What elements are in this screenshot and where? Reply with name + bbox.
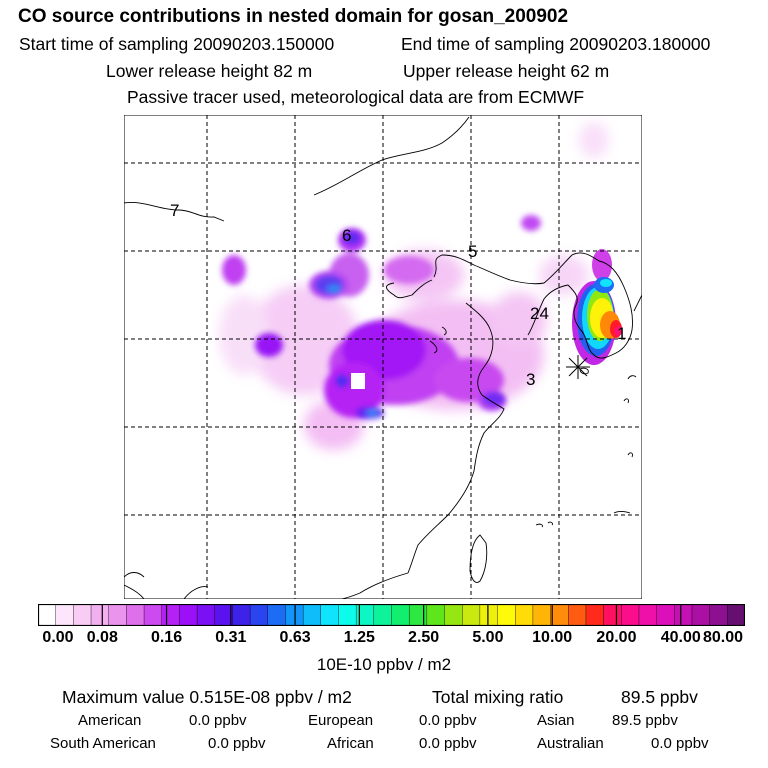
region-european-name: European [308,712,374,729]
colorbar-cell [603,604,622,626]
colorbar-cell [656,604,676,626]
colorbar-cell [391,604,410,626]
colorbar-cell [249,604,269,626]
colorbar-tick-label: 0.16 [150,629,183,646]
colorbar-cell [320,604,340,626]
colorbar-cell [638,604,658,626]
colorbar-tick-label: 20.00 [596,629,637,646]
colorbar-cell [338,604,357,626]
colorbar-tick-label: 5.00 [472,629,504,646]
colorbar-cell [108,604,128,626]
colorbar-cell [709,604,729,626]
cluster-marker-1: 1 [617,324,626,343]
colorbar-cell [585,604,605,626]
colorbar-tick-label: 40.00 [660,629,701,646]
concentration-field [219,122,622,450]
region-african-name: African [327,735,374,752]
colorbar-cell [179,604,198,626]
colorbar-cell [462,604,481,626]
colorbar-cell [674,604,693,626]
cluster-marker-24: 24 [530,304,549,323]
cluster-marker-3: 3 [526,370,535,389]
region-asian-name: Asian [537,712,575,729]
cluster-marker-7: 7 [170,201,179,220]
colorbar-cell [426,604,446,626]
region-south-american-value: 0.0 ppbv [208,735,266,752]
colorbar-units: 10E-10 ppbv / m2 [316,655,452,674]
colorbar-cell [550,604,569,626]
region-american-name: American [78,712,142,729]
colorbar-cell [373,604,393,626]
colorbar-cell [90,604,110,626]
map-title: CO source contributions in nested domain… [18,6,569,27]
lat-lon-grid [124,115,642,599]
colorbar-cell [73,604,92,626]
colorbar-tick-label: 80.00 [702,629,744,646]
colorbar-cell [497,604,516,626]
source-contribution-map: 1 24 3 5 6 7 [124,115,642,599]
colorbar-tick-label: 0.00 [42,629,74,646]
colorbar-cell [55,604,75,626]
coastlines [124,116,642,599]
colorbar-tick-label: 1.25 [343,629,375,646]
colorbar-cell [126,604,145,626]
colorbar-cell [408,604,428,626]
region-african-value: 0.0 ppbv [419,735,477,752]
colorbar-cell [161,604,181,626]
cluster-marker-6: 6 [342,226,351,245]
colorbar-dividers [101,604,682,626]
region-asian-value: 89.5 ppbv [612,712,678,729]
colorbar-tick-label: 0.31 [215,629,247,646]
colorbar-cell [621,604,640,626]
region-european-value: 0.0 ppbv [419,712,477,729]
tracer-label: Passive tracer used, meteorological data… [127,87,585,107]
colorbar-tick-label: 0.63 [279,629,311,646]
colorbar-cell [38,604,57,626]
colorbar-tick-label: 0.08 [86,629,118,646]
colorbar-cell [691,604,711,626]
receptor-asterisk-icon [566,355,590,379]
colorbar-cell [727,604,745,626]
colorbar-cell [267,604,287,626]
total-mixing-label: Total mixing ratio [432,687,564,707]
upper-release-label: Upper release height 62 m [403,61,610,81]
colorbar-cell [568,604,587,626]
colorbar-tick-label: 10.00 [532,629,573,646]
colorbar-cell [479,604,499,626]
maximum-value: Maximum value 0.515E-08 ppbv / m2 [62,687,352,707]
colorbar-cell [444,604,463,626]
region-american-value: 0.0 ppbv [189,712,247,729]
total-mixing-value: 89.5 ppbv [621,687,698,707]
colorbar-cell [532,604,552,626]
colorbar-cell [196,604,216,626]
colorbar-frame [38,604,745,626]
region-south-american-name: South American [50,735,156,752]
colorbar-cell [302,604,322,626]
start-time-label: Start time of sampling 20090203.150000 [19,34,335,54]
region-australian-name: Australian [537,735,604,752]
colorbar-cell [143,604,163,626]
region-australian-value: 0.0 ppbv [651,735,709,752]
lower-release-label: Lower release height 82 m [106,61,313,81]
colorbar-cell [214,604,234,626]
colorbar [38,604,745,626]
colorbar-cell [515,604,534,626]
colorbar-cell [232,604,251,626]
colorbar-cells [38,604,745,626]
colorbar-tick-label: 2.50 [408,629,440,646]
cluster-marker-5: 5 [468,242,477,261]
field-gap [351,373,365,389]
end-time-label: End time of sampling 20090203.180000 [401,34,711,54]
